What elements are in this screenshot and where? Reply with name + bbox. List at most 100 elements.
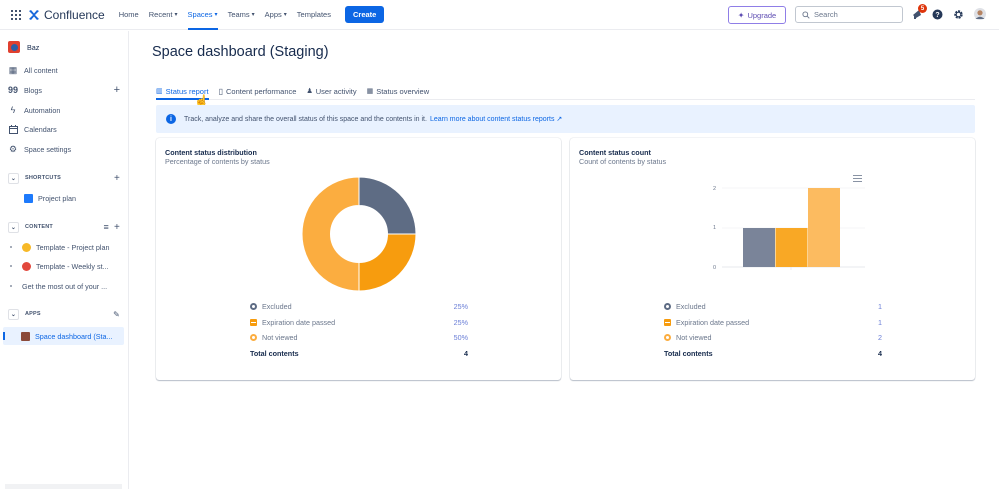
nav-apps[interactable]: Apps ▾ [265, 0, 287, 30]
sidebar-item-label: Automation [24, 105, 61, 115]
add-shortcut-icon[interactable]: + [113, 172, 120, 184]
sidebar-item-label: Calendars [24, 124, 57, 134]
total-value: 4 [878, 348, 882, 358]
sunglasses-emoji-icon [22, 242, 31, 252]
chevron-down-icon[interactable]: ⌄ [8, 172, 19, 184]
legend-value[interactable]: 1 [878, 302, 882, 312]
profile-avatar[interactable] [973, 7, 987, 21]
add-blog-icon[interactable]: + [113, 84, 120, 96]
nav-teams[interactable]: Teams ▾ [228, 0, 255, 30]
content-section-header[interactable]: ⌄ CONTENT ≡ + [8, 221, 123, 233]
sidebar-item-calendars[interactable]: Calendars [8, 122, 123, 136]
y-tick-1: 1 [713, 225, 716, 231]
shortcuts-section-header[interactable]: ⌄ SHORTCUTS + [8, 172, 123, 184]
content-tree-item[interactable]: Template - Weekly st... [8, 259, 123, 273]
space-avatar [8, 41, 20, 53]
filter-icon[interactable]: ≡ [103, 222, 109, 232]
nav-templates[interactable]: Templates [297, 0, 331, 30]
legend-value[interactable]: 1 [878, 317, 882, 327]
help-icon: ? [932, 9, 942, 19]
search-icon [802, 10, 810, 19]
legend-row-excluded: Excluded 1 [664, 299, 882, 315]
avatar-icon [974, 8, 986, 20]
quote-icon: 99 [8, 85, 19, 95]
bar-expired [775, 228, 808, 267]
count-card: Content status count Count of contents b… [570, 138, 975, 380]
search-input[interactable]: Search [795, 6, 903, 23]
legend-value[interactable]: 2 [878, 333, 882, 343]
shortcut-label: Project plan [38, 193, 76, 203]
lightning-icon: ϟ [10, 105, 16, 115]
tab-label: Status report [165, 86, 209, 96]
help-button[interactable]: ? [930, 7, 944, 21]
upgrade-button[interactable]: ✦ Upgrade [728, 6, 786, 24]
distribution-card: Content status distribution Percentage o… [156, 138, 561, 380]
total-label: Total contents [250, 348, 299, 358]
dashboard-tabs: ▥ Status report ▯ Content performance ♟ … [156, 85, 975, 100]
tab-content-performance[interactable]: ▯ Content performance [219, 85, 297, 97]
shortcut-project-plan[interactable]: Project plan [24, 191, 139, 205]
eye-off-icon [250, 334, 257, 342]
notifications-button[interactable]: 5 [910, 4, 927, 21]
sidebar-item-automation[interactable]: ϟ Automation [8, 103, 123, 117]
learn-more-link[interactable]: Learn more about content status reports … [429, 116, 563, 123]
legend-value[interactable]: 25% [453, 317, 468, 327]
banner-text: Track, analyze and share the overall sta… [184, 115, 427, 123]
total-label: Total contents [664, 348, 713, 358]
add-content-icon[interactable]: + [113, 221, 120, 233]
bar-chart[interactable]: 2 1 0 [710, 178, 870, 273]
target-emoji-icon [22, 261, 31, 271]
legend-value[interactable]: 25% [453, 302, 468, 312]
confluence-logo[interactable]: Confluence [28, 8, 105, 22]
notification-badge: 5 [918, 4, 927, 13]
legend-label: Not viewed [676, 333, 712, 343]
sidebar: Baz ▦ All content 99 Blogs + ϟ Automatio… [0, 31, 129, 489]
chart-menu-icon[interactable] [853, 175, 862, 184]
nav-recent[interactable]: Recent ▾ [149, 0, 178, 30]
chevron-down-icon[interactable]: ⌄ [8, 221, 19, 233]
nav-home[interactable]: Home [119, 0, 139, 30]
chevron-down-icon: ▾ [251, 12, 255, 18]
sidebar-item-space-dashboard[interactable]: Space dashboard (Sta... [3, 327, 124, 345]
donut-chart[interactable] [302, 177, 416, 291]
content-item-label: Template - Weekly st... [36, 261, 109, 271]
nav-spaces[interactable]: Spaces ▾ [187, 0, 218, 30]
chevron-down-icon[interactable]: ⌄ [8, 308, 19, 320]
app-switcher-icon[interactable] [11, 9, 21, 20]
bar-chart-icon: ▥ [156, 88, 163, 95]
tab-status-report[interactable]: ▥ Status report [156, 85, 209, 100]
sidebar-item-blogs[interactable]: 99 Blogs + [8, 83, 123, 97]
sidebar-scrollbar[interactable] [5, 484, 122, 489]
sidebar-item-space-settings[interactable]: ⚙ Space settings [8, 142, 123, 156]
legend-row-excluded: Excluded 25% [250, 299, 468, 315]
info-banner: i Track, analyze and share the overall s… [156, 105, 975, 133]
chevron-down-icon: ▾ [214, 12, 218, 18]
legend-value[interactable]: 50% [453, 333, 468, 343]
calendar-icon [8, 124, 18, 134]
edit-pencil-icon[interactable]: ✎ [113, 309, 120, 319]
content-tree-item[interactable]: Get the most out of your ... [8, 279, 123, 293]
tab-status-overview[interactable]: ▦ Status overview [367, 85, 430, 97]
space-header[interactable]: Baz [8, 40, 123, 54]
create-button[interactable]: Create [344, 6, 385, 23]
calendar-expired-icon [664, 318, 671, 326]
top-navigation: Confluence Home Recent ▾ Spaces ▾ Teams ▾ A… [0, 0, 999, 30]
section-label: APPS [25, 311, 41, 317]
y-tick-0: 0 [713, 265, 716, 271]
space-name: Baz [27, 42, 40, 52]
app-item-label: Space dashboard (Sta... [35, 331, 113, 341]
sidebar-item-label: Space settings [24, 144, 72, 154]
y-tick-2: 2 [713, 186, 716, 192]
sparkle-icon: ✦ [737, 10, 745, 20]
card-title: Content status distribution [165, 148, 257, 157]
eye-off-icon [664, 334, 671, 342]
content-tree-item[interactable]: Template - Project plan [8, 240, 123, 254]
apps-section-header[interactable]: ⌄ APPS ✎ [8, 308, 123, 320]
total-value: 4 [464, 348, 468, 358]
bullet-icon [10, 265, 12, 267]
tab-user-activity[interactable]: ♟ User activity [306, 85, 356, 97]
card-title: Content status count [579, 148, 651, 157]
sidebar-item-all-content[interactable]: ▦ All content [8, 63, 123, 77]
settings-button[interactable] [951, 7, 965, 21]
excluded-icon [250, 303, 257, 311]
